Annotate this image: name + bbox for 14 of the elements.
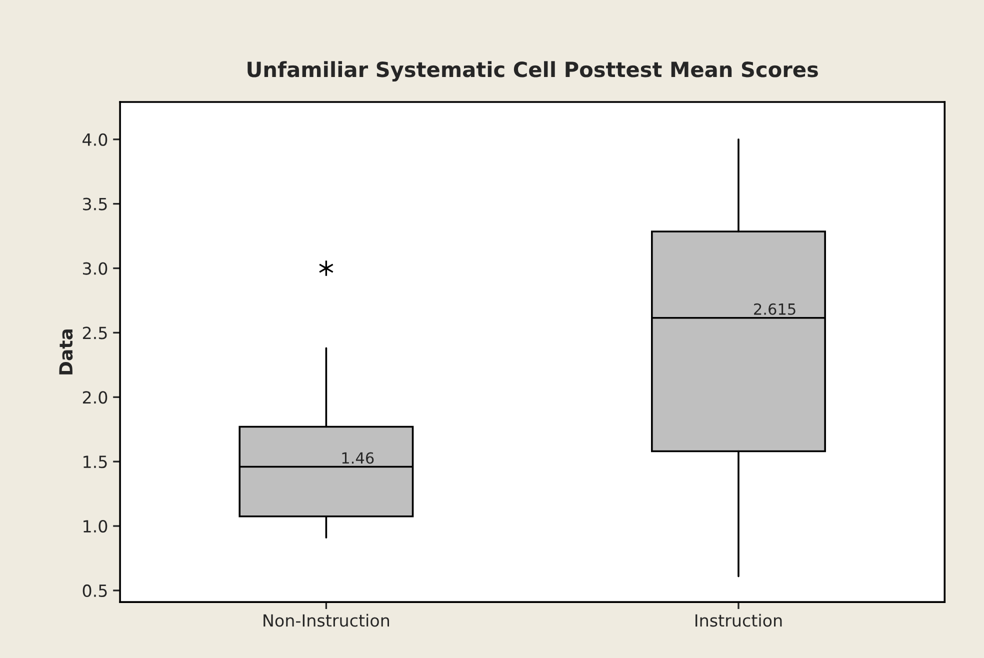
annotation: 2.615 [754, 303, 796, 315]
y-tick-label: 0.5 [82, 584, 107, 598]
y-tick-label: 2.0 [82, 391, 108, 404]
chart-title: Unfamiliar Systematic Cell Posttest Mean Scores [248, 61, 818, 82]
y-tick-label: 3.0 [83, 262, 108, 275]
y-tick-label: 2.5 [82, 326, 107, 340]
x-tick-label: Non-Instruction [264, 614, 390, 627]
x-tick-label: Instruction [696, 614, 782, 627]
y-tick-label: 4.0 [82, 133, 108, 146]
y-tick-label: 3.5 [83, 198, 107, 210]
annotation: 1.46 [342, 452, 374, 464]
y-tick-label: 1.0 [84, 520, 108, 533]
y-axis-title: Data [59, 329, 73, 374]
y-tick-label: 1.5 [84, 456, 107, 468]
